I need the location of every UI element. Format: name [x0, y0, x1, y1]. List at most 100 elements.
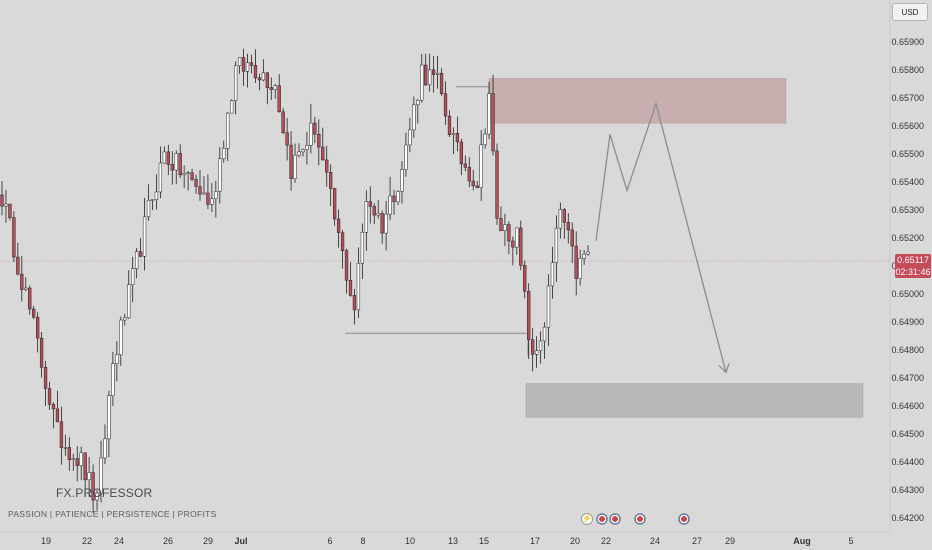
candle-body — [538, 340, 543, 352]
candle-body — [198, 186, 202, 195]
candle-body — [487, 93, 491, 135]
candle-body — [16, 256, 20, 275]
demand-zone — [525, 383, 864, 418]
price-tick: 0.65900 — [891, 37, 924, 47]
candle-body — [289, 144, 293, 179]
price-tick: 0.64500 — [891, 429, 924, 439]
candle-body — [479, 144, 483, 188]
candle-body — [507, 224, 511, 242]
candle-body — [115, 354, 119, 364]
candle-body — [138, 251, 143, 257]
price-tick: 0.65400 — [891, 177, 924, 187]
candle-body — [202, 192, 206, 195]
candle-body — [20, 273, 24, 290]
candle-body — [230, 100, 234, 114]
zones-layer — [488, 78, 864, 418]
candle-body — [174, 153, 178, 171]
candle-body — [95, 492, 99, 501]
candle-body — [150, 199, 155, 201]
candle-body — [388, 195, 392, 215]
candle-body — [47, 388, 52, 405]
candle-body — [194, 179, 198, 187]
candle-body — [257, 77, 262, 81]
candle-body — [558, 209, 563, 229]
candle-body — [321, 146, 325, 161]
candle-body — [511, 240, 515, 248]
price-tick: 0.64700 — [891, 373, 924, 383]
candle-body — [158, 162, 163, 193]
candle-body — [245, 62, 250, 72]
candle-body — [8, 203, 12, 218]
candle-body — [420, 64, 424, 101]
candle-body — [392, 195, 396, 203]
candle-body — [154, 191, 159, 200]
candle-body — [218, 158, 222, 192]
candle-body — [412, 104, 416, 131]
price-tick: 0.64400 — [891, 457, 924, 467]
time-tick: 22 — [601, 536, 611, 546]
candle-body — [43, 367, 48, 389]
candle-body — [293, 154, 297, 179]
time-tick: 8 — [360, 536, 365, 546]
candle-body — [336, 218, 341, 233]
candle-body — [59, 421, 64, 448]
candle-body — [222, 148, 226, 160]
candle-body — [301, 149, 305, 153]
candle-body — [4, 203, 8, 207]
price-axis[interactable]: 0.65900 0.65800 0.65700 0.65600 0.65500 0.654… — [891, 37, 924, 523]
time-tick: 15 — [479, 536, 489, 546]
price-tick: 0.65800 — [891, 65, 924, 75]
time-tick: 22 — [82, 536, 92, 546]
candle-body — [364, 201, 368, 233]
flag-icon[interactable] — [596, 513, 608, 525]
candle-body — [210, 198, 214, 205]
time-tick: 27 — [692, 536, 702, 546]
candle-body — [348, 280, 353, 296]
candle-body — [368, 201, 372, 207]
time-axis[interactable]: 19 22 24 26 29 Jul 6 8 10 13 15 17 20 22 24 27 29 Aug 5 — [0, 531, 890, 546]
flag-icon[interactable] — [678, 513, 690, 525]
candle-body — [431, 69, 436, 75]
candle-body — [277, 85, 281, 113]
candle-body — [376, 213, 380, 216]
flag-icon[interactable] — [609, 513, 621, 525]
candle-body — [384, 213, 388, 234]
candle-body — [360, 231, 365, 264]
candle-body — [483, 133, 487, 146]
candle-body — [372, 206, 376, 216]
price-tick: 0.65700 — [891, 93, 924, 103]
candle-body — [166, 151, 170, 165]
candle-body — [261, 72, 266, 81]
candle-body — [332, 188, 337, 220]
price-tick: 0.64600 — [891, 401, 924, 411]
candle-body — [404, 144, 408, 170]
price-tick: 0.64200 — [891, 513, 924, 523]
time-tick: 19 — [41, 536, 51, 546]
candle-body — [297, 151, 301, 156]
currency-label: USD — [901, 7, 919, 17]
time-tick: 24 — [650, 536, 660, 546]
currency-button[interactable]: USD — [892, 3, 928, 21]
flag-icon[interactable] — [634, 513, 646, 525]
candle-body — [0, 194, 4, 207]
candle-body — [249, 62, 254, 66]
supply-zone — [488, 78, 787, 124]
candle-body — [313, 122, 317, 135]
lightning-icon[interactable]: ⚡ — [581, 513, 593, 525]
candle-body — [519, 227, 523, 266]
candle-body — [439, 72, 444, 94]
candle-body — [396, 191, 400, 203]
candle-body — [99, 457, 103, 494]
time-tick: Aug — [793, 536, 811, 546]
time-tick: 29 — [725, 536, 735, 546]
candle-body — [12, 217, 16, 258]
candle-body — [530, 339, 535, 355]
candle-body — [32, 308, 36, 318]
candle-body — [79, 452, 83, 466]
candle-body — [503, 224, 507, 232]
candle-body — [463, 163, 467, 168]
watermark-brand: FX.PROFESSOR — [56, 486, 153, 500]
candle-body — [28, 287, 32, 310]
candle-body — [83, 452, 87, 481]
